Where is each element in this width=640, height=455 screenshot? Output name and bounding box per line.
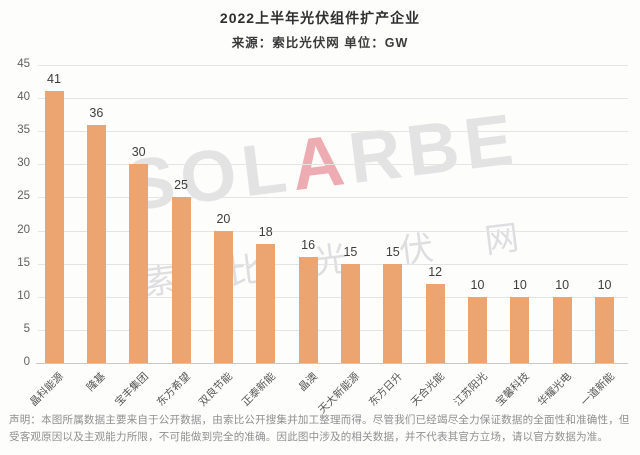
gridline [38, 98, 628, 100]
bar [298, 257, 318, 363]
bar [256, 243, 276, 363]
bar-value-label: 41 [47, 72, 61, 87]
bar-value-label: 30 [131, 145, 146, 160]
y-axis-tick-label: 25 [17, 190, 30, 203]
chart-subtitle: 来源：索比光伏网 单位：GW [231, 36, 409, 50]
x-axis-line [36, 363, 628, 364]
y-axis-tick-label: 20 [17, 223, 30, 236]
bar-value-label: 36 [89, 105, 104, 120]
disclaimer-text: 声明：本图所属数据主要来自于公开数据，由索比公开搜集并加工整理而得。尽管我们已经… [9, 414, 630, 443]
gridline [38, 164, 628, 166]
y-axis-tick-label: 10 [17, 289, 30, 302]
bar [383, 263, 403, 363]
bar-value-label: 12 [428, 264, 443, 279]
y-axis-tick-label: 0 [23, 356, 30, 368]
bar-value-label: 20 [216, 211, 231, 226]
bar-value-label: 25 [174, 178, 188, 193]
gridline [38, 230, 628, 232]
y-axis-tick-label: 40 [17, 91, 30, 104]
bar [595, 296, 615, 363]
bar [552, 296, 572, 363]
gridline [38, 296, 628, 298]
y-axis-tick-label: 5 [23, 322, 30, 335]
bar [340, 263, 360, 363]
gridline [38, 131, 628, 133]
bar [129, 164, 149, 363]
gridline [38, 197, 628, 199]
gridline [38, 263, 628, 265]
bar-value-label: 15 [385, 244, 400, 259]
bar [213, 230, 233, 363]
bar [171, 197, 191, 363]
bar [510, 296, 530, 363]
y-axis-tick-label: 35 [17, 124, 30, 137]
bar-value-label: 10 [470, 277, 485, 292]
bar [425, 283, 445, 363]
bar-value-label: 15 [343, 244, 358, 259]
bar [86, 124, 106, 363]
y-axis-tick-label: 15 [17, 256, 30, 269]
bar-value-label: 18 [258, 224, 273, 239]
y-axis-tick-label: 45 [17, 58, 30, 70]
bar [44, 91, 64, 363]
gridline [38, 65, 628, 66]
bar-value-label: 10 [555, 277, 570, 292]
bar [468, 296, 487, 363]
chart-title: 2022上半年光伏组件扩产企业 [219, 10, 421, 26]
bar-value-label: 10 [512, 277, 527, 292]
gridline [38, 329, 628, 331]
bar-value-label: 16 [301, 238, 316, 253]
chart-header: 2022上半年光伏组件扩产企业 来源：索比光伏网 单位：GW [0, 8, 640, 51]
bar-value-label: 10 [597, 277, 612, 292]
y-axis-tick-label: 30 [17, 157, 30, 170]
